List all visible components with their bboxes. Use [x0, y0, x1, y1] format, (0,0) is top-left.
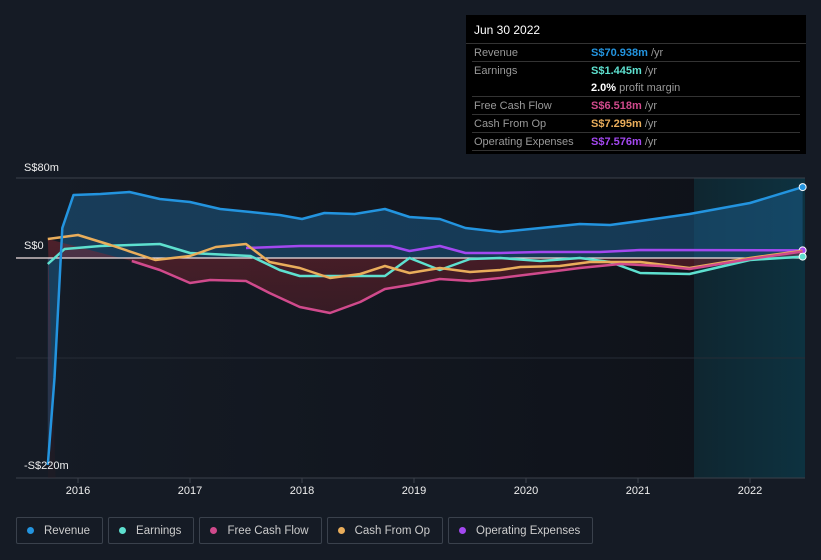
series-endpoint-revenue [798, 183, 807, 192]
tooltip-value: S$7.576m [591, 135, 642, 148]
tooltip-unit: /yr [641, 99, 658, 112]
legend-dot-icon [119, 527, 127, 534]
series-line-revenue [46, 185, 803, 466]
x-tick-label: 2021 [625, 485, 651, 497]
tooltip-row: Revenue S$70.938m /yr [472, 44, 800, 62]
x-tick-label: 2016 [65, 485, 91, 497]
tooltip-label: Operating Expenses [474, 135, 574, 148]
y-tick-label: S$80m [24, 162, 59, 174]
legend-dot-icon [459, 527, 467, 534]
tooltip-label: Earnings [474, 64, 518, 77]
legend-dot-icon [337, 527, 345, 534]
x-tick-label: 2022 [737, 485, 763, 497]
tooltip-value: S$70.938m [591, 46, 648, 59]
tooltip-label: Revenue [474, 46, 519, 59]
series-line-earnings [46, 242, 803, 278]
x-tick-label: 2020 [513, 485, 539, 497]
x-tick-label: 2017 [177, 485, 203, 497]
series-line-cash-from-op [47, 233, 803, 280]
legend-dot-icon [210, 527, 218, 534]
tooltip-row: 2.0% profit margin [472, 79, 800, 97]
legend: Revenue Earnings Free Cash Flow Cash From O… [16, 517, 594, 544]
tooltip-row: Free Cash Flow S$6.518m /yr [472, 97, 800, 115]
tooltip-label: Free Cash Flow [474, 99, 552, 112]
series-endpoint-earnings [798, 252, 807, 261]
tooltip-label: Cash From Op [474, 117, 547, 130]
legend-label: Cash From Op [354, 524, 431, 537]
legend-dot-icon [27, 527, 34, 534]
legend-item-operating-expenses[interactable]: Operating Expenses [448, 517, 594, 544]
legend-item-earnings[interactable]: Earnings [108, 517, 195, 544]
legend-item-cash-from-op[interactable]: Cash From Op [326, 517, 444, 544]
legend-label: Operating Expenses [476, 524, 581, 537]
legend-item-revenue[interactable]: Revenue [16, 517, 104, 544]
legend-label: Free Cash Flow [227, 524, 309, 537]
y-tick-label: S$0 [24, 240, 44, 252]
tooltip-value: 2.0% [591, 81, 617, 94]
tooltip-unit: /yr [641, 117, 658, 130]
y-tick-label: -S$220m [24, 460, 69, 472]
revenue-area [47, 187, 803, 465]
tooltip-unit: profit margin [616, 81, 681, 94]
tooltip-row: Operating Expenses S$7.576m /yr [472, 133, 800, 151]
tooltip-value: S$7.295m [591, 117, 642, 130]
data-tooltip: Jun 30 2022 Revenue S$70.938m /yr Earnings… [466, 15, 806, 154]
tooltip-value: S$6.518m [591, 99, 642, 112]
legend-item-free-cash-flow[interactable]: Free Cash Flow [199, 517, 322, 544]
tooltip-date: Jun 30 2022 [466, 23, 806, 44]
series-line-free-cash-flow [131, 250, 803, 315]
tooltip-unit: /yr [641, 135, 658, 148]
tooltip-row: Earnings S$1.445m /yr [472, 62, 800, 79]
series-line-operating-expenses [245, 244, 803, 255]
x-tick-label: 2018 [289, 485, 315, 497]
tooltip-unit: /yr [647, 46, 664, 59]
tooltip-unit: /yr [641, 64, 658, 77]
tooltip-row: Cash From Op S$7.295m /yr [472, 115, 800, 133]
legend-label: Earnings [136, 524, 182, 537]
x-tick-label: 2019 [401, 485, 427, 497]
legend-label: Revenue [44, 524, 91, 537]
tooltip-value: S$1.445m [591, 64, 642, 77]
